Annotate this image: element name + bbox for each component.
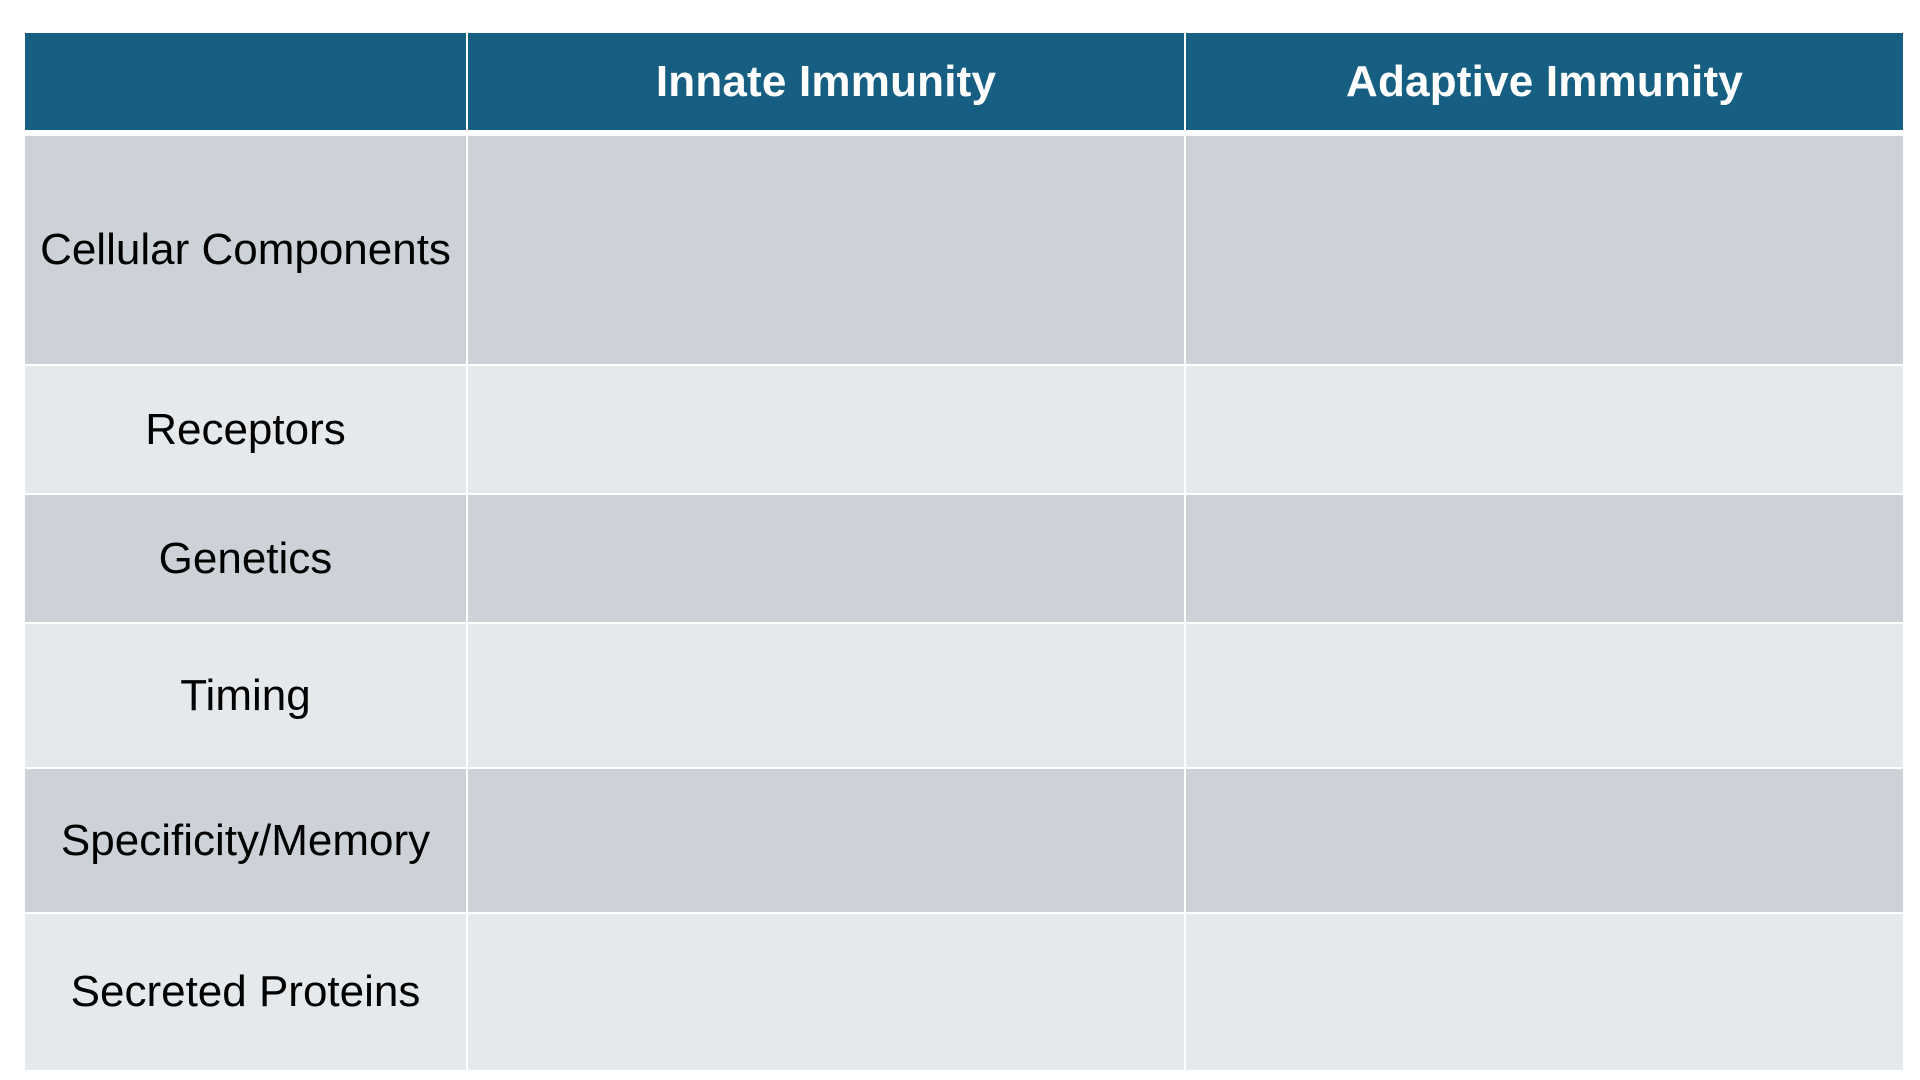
table-row: Specificity/Memory <box>25 768 1903 913</box>
cell-innate-genetics[interactable] <box>467 494 1186 623</box>
table-row: Timing <box>25 623 1903 768</box>
table-row: Secreted Proteins <box>25 913 1903 1070</box>
row-label-receptors: Receptors <box>25 365 468 494</box>
header-innate-immunity: Innate Immunity <box>467 33 1186 133</box>
table-row: Cellular Components <box>25 133 1903 365</box>
innate-vs-adaptive-table: Innate Immunity Adaptive Immunity Cellul… <box>25 33 1903 1070</box>
cell-adaptive-cellular-components[interactable] <box>1185 133 1903 365</box>
header-adaptive-immunity: Adaptive Immunity <box>1185 33 1903 133</box>
comparison-table-container: Innate Immunity Adaptive Immunity Cellul… <box>25 33 1903 1070</box>
cell-innate-receptors[interactable] <box>467 365 1186 494</box>
cell-innate-cellular-components[interactable] <box>467 133 1186 365</box>
table-row: Genetics <box>25 494 1903 623</box>
cell-adaptive-receptors[interactable] <box>1185 365 1903 494</box>
cell-adaptive-specificity-memory[interactable] <box>1185 768 1903 913</box>
cell-innate-secreted-proteins[interactable] <box>467 913 1186 1070</box>
header-corner-cell <box>25 33 468 133</box>
row-label-cellular-components: Cellular Components <box>25 133 468 365</box>
table-header-row: Innate Immunity Adaptive Immunity <box>25 33 1903 133</box>
cell-adaptive-genetics[interactable] <box>1185 494 1903 623</box>
cell-innate-timing[interactable] <box>467 623 1186 768</box>
row-label-secreted-proteins: Secreted Proteins <box>25 913 468 1070</box>
cell-innate-specificity-memory[interactable] <box>467 768 1186 913</box>
table-row: Receptors <box>25 365 1903 494</box>
cell-adaptive-secreted-proteins[interactable] <box>1185 913 1903 1070</box>
row-label-timing: Timing <box>25 623 468 768</box>
row-label-specificity-memory: Specificity/Memory <box>25 768 468 913</box>
row-label-genetics: Genetics <box>25 494 468 623</box>
cell-adaptive-timing[interactable] <box>1185 623 1903 768</box>
